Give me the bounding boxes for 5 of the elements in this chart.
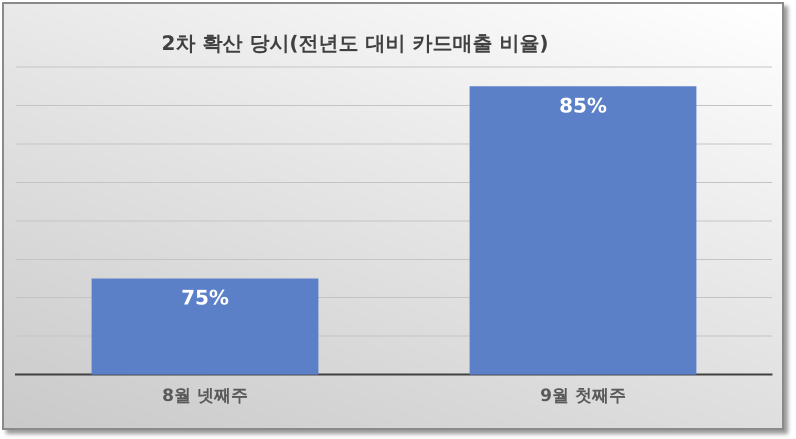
chart-title: 2차 확산 당시(전년도 대비 카드매출 비율) [160, 30, 550, 57]
x-tick-label: 8월 넷째주 [162, 386, 248, 406]
data-label: 75% [181, 286, 229, 310]
x-tick-label: 9월 첫째주 [540, 386, 626, 406]
data-label: 85% [559, 93, 607, 118]
